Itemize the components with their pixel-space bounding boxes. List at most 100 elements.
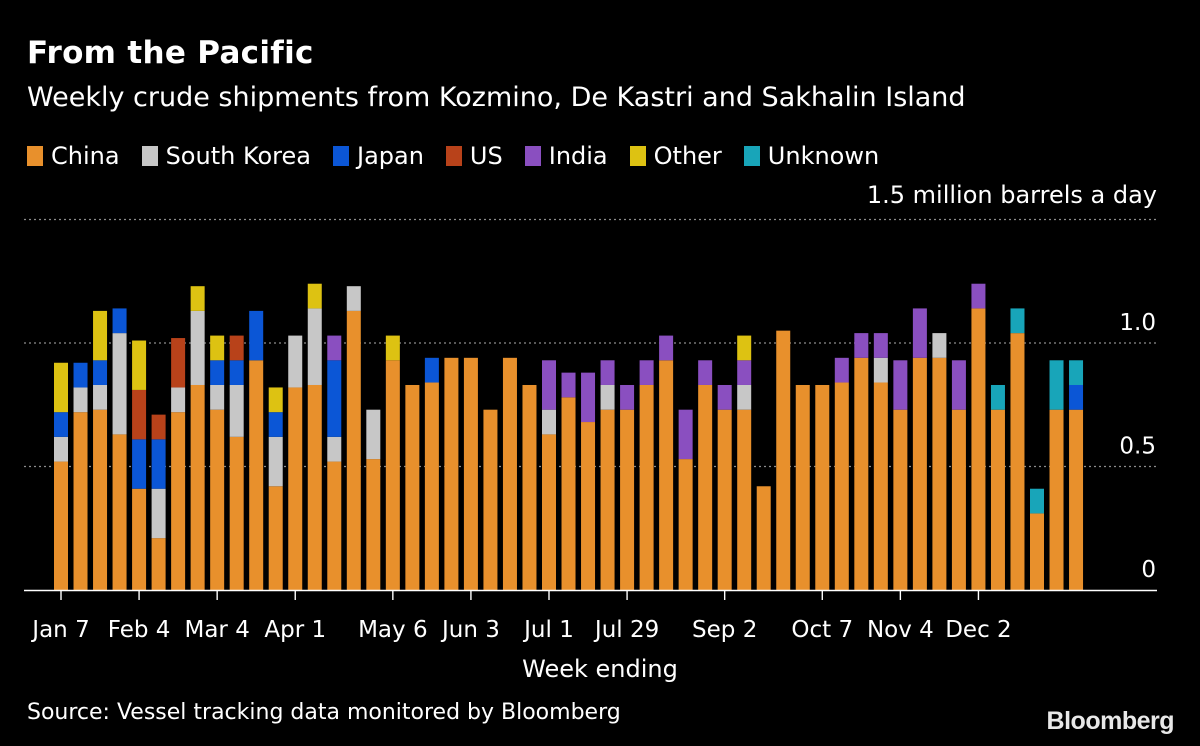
legend-swatch-other [629, 146, 646, 166]
bar-segment-other [190, 286, 205, 311]
legend-label-south-korea: South Korea [165, 142, 311, 170]
bar-segment-china [444, 357, 459, 590]
bar-segment-other [93, 310, 108, 361]
bar-segment-south-korea [268, 436, 283, 487]
bar-segment-other [307, 283, 322, 309]
bar-segment-china [737, 409, 752, 590]
bar-segment-japan [54, 412, 68, 437]
y-tick-label: 0.5 [1119, 434, 1156, 460]
bar-segment-japan [268, 412, 283, 437]
x-tick-label: Mar 4 [184, 617, 249, 643]
bar-segment-china [210, 409, 225, 590]
bar-segment-india [327, 335, 342, 361]
bar-segment-china [854, 357, 869, 590]
bar-segment-south-korea [542, 409, 556, 435]
bar-segment-china [815, 384, 830, 590]
legend-label-other: Other [653, 142, 722, 170]
bar-segment-china [990, 409, 1005, 590]
bar-segment-india [971, 283, 986, 309]
bar-segment-china [132, 488, 147, 590]
bar-segment-us [171, 338, 186, 388]
bar-segment-other [54, 362, 68, 413]
bar-segment-south-korea [190, 310, 205, 385]
legend-swatch-india [524, 146, 541, 166]
bar-segment-india [600, 360, 615, 385]
x-tick-label: Feb 4 [108, 617, 171, 643]
bar-segment-unknown [990, 384, 1005, 410]
bar-segment-china [620, 409, 635, 590]
bar-segment-china [717, 409, 732, 590]
bar-segment-china [54, 461, 68, 590]
bar-segment-china [385, 360, 400, 590]
x-axis-title: Week ending [522, 655, 678, 683]
bar-segment-india [717, 384, 732, 410]
bar-segment-china [307, 384, 322, 590]
bar-segment-south-korea [54, 436, 68, 462]
bar-segment-china [756, 486, 771, 590]
bar-segment-china [249, 360, 264, 590]
bar-segment-other [132, 340, 147, 390]
legend: China South Korea Japan US India Other U… [27, 142, 879, 170]
bar-segment-china [346, 310, 361, 590]
bar-segment-india [659, 335, 674, 361]
x-tick-label: Nov 4 [867, 617, 934, 643]
bar-segment-china [288, 387, 303, 590]
bar-segment-unknown [1069, 360, 1084, 385]
bar-segment-china [93, 409, 108, 590]
bar-segment-china [112, 434, 127, 590]
y-tick-label: 0 [1141, 557, 1156, 583]
bar-segment-china [600, 409, 615, 590]
bar-segment-china [776, 330, 791, 590]
x-tick-label: Jul 29 [593, 617, 659, 643]
bar-segment-japan [151, 439, 166, 489]
bar-segment-south-korea [873, 357, 888, 383]
bar-segment-india [678, 409, 693, 460]
legend-item-india: India [524, 142, 608, 170]
bar-segment-south-korea [210, 384, 225, 410]
bar-segment-china [873, 382, 888, 590]
y-tick-label: 1.0 [1119, 310, 1156, 336]
bar-segment-japan [1069, 384, 1084, 410]
bar-segment-china [698, 384, 713, 590]
bar-segment-india [542, 360, 556, 410]
bar-segment-japan [132, 439, 147, 489]
bar-segment-china [893, 409, 908, 590]
bar-segment-japan [229, 360, 244, 385]
bar-segment-south-korea [600, 384, 615, 410]
bar-segment-india [912, 308, 927, 358]
bar-segment-china [483, 409, 498, 590]
bar-segment-japan [327, 360, 342, 437]
bar-segment-south-korea [288, 335, 303, 388]
source-note: Source: Vessel tracking data monitored b… [27, 700, 621, 725]
bar-segment-india [698, 360, 713, 385]
bar-segment-south-korea [93, 384, 108, 410]
bar-segment-india [639, 360, 654, 385]
bloomberg-logo: Bloomberg [1046, 707, 1175, 735]
bar-segment-china [561, 397, 576, 590]
bar-segment-unknown [1049, 360, 1064, 410]
bar-segment-south-korea [346, 286, 361, 311]
chart-title: From the Pacific [27, 35, 314, 71]
legend-swatch-south-korea [141, 146, 158, 166]
legend-label-india: India [548, 142, 608, 170]
axis-layer: 0 0.5 1.0 Jan 7 Feb 4 Mar 4 Apr 1 May 6 Jun 3 Jul… [24, 310, 1157, 643]
bar-segment-china [1030, 513, 1044, 590]
bar-segment-china [327, 461, 342, 590]
bar-segment-india [873, 333, 888, 358]
legend-item-china: China [27, 142, 120, 170]
bar-segment-china [73, 412, 88, 590]
x-tick-label: Dec 2 [945, 617, 1011, 643]
bar-segment-other [737, 335, 752, 361]
bar-segment-china [659, 360, 674, 590]
bar-segment-us [229, 335, 244, 361]
bar-segment-south-korea [307, 308, 322, 385]
bar-segment-china [151, 538, 166, 590]
bar-segment-india [951, 360, 966, 410]
bar-segment-china [405, 384, 420, 590]
bar-segment-south-korea [932, 333, 947, 358]
bar-segment-china [795, 384, 810, 590]
bar-segment-china [424, 382, 439, 590]
bar-segment-china [951, 409, 966, 590]
bar-segment-us [151, 414, 166, 440]
bar-segment-china [502, 357, 517, 590]
